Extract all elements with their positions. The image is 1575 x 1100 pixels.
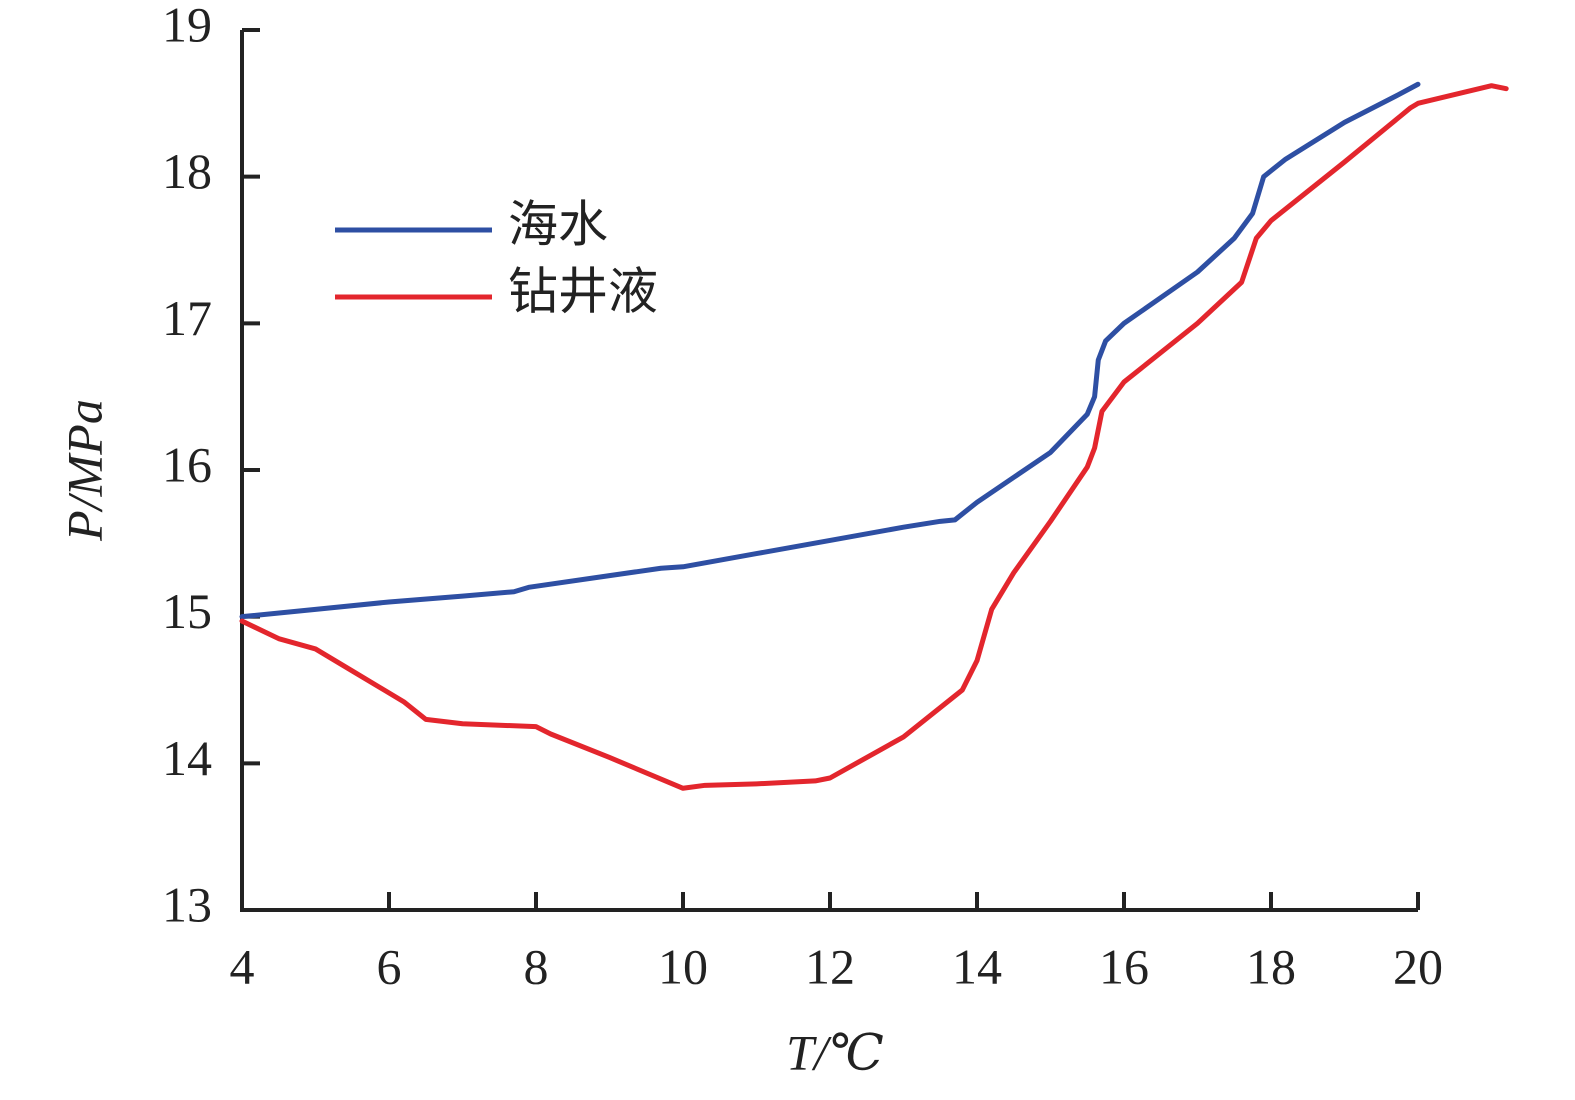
x-tick-label: 14 xyxy=(952,938,1002,994)
x-tick-label: 6 xyxy=(377,938,402,994)
x-tick-label: 10 xyxy=(658,938,708,994)
x-tick-label: 4 xyxy=(230,938,255,994)
x-tick-label: 18 xyxy=(1246,938,1296,994)
legend-label: 海水 xyxy=(508,196,608,252)
y-tick-label: 14 xyxy=(162,730,212,786)
y-tick-label: 18 xyxy=(162,143,212,199)
y-tick-label: 13 xyxy=(162,876,212,932)
series-line xyxy=(239,81,1421,620)
series-line xyxy=(239,83,1509,791)
x-tick-label: 12 xyxy=(805,938,855,994)
x-axis-label: T/℃ xyxy=(786,1024,884,1080)
y-tick-label: 17 xyxy=(162,290,212,346)
x-tick-label: 16 xyxy=(1099,938,1149,994)
y-tick-label: 16 xyxy=(162,436,212,492)
x-tick-label: 8 xyxy=(524,938,549,994)
legend-label: 钻井液 xyxy=(508,263,658,319)
x-tick-label: 20 xyxy=(1393,938,1443,994)
y-tick-label: 15 xyxy=(162,583,212,639)
y-axis-label: P/MPa xyxy=(56,399,112,542)
y-tick-label: 19 xyxy=(162,0,212,52)
